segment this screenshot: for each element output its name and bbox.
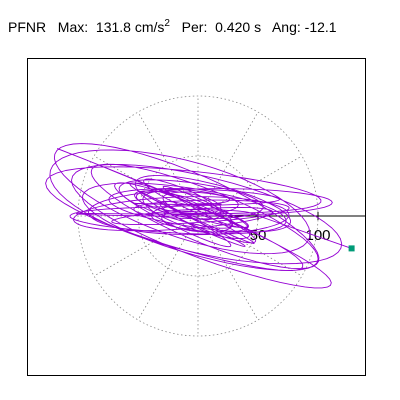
max-value: 131.8 bbox=[95, 18, 131, 35]
period-value: 0.420 bbox=[215, 18, 251, 35]
plot-header: PFNR Max: 131.8 cm/s2 Per: 0.420 s Ang: … bbox=[8, 18, 337, 35]
period-label: Per: bbox=[181, 18, 208, 35]
end-marker bbox=[348, 245, 355, 252]
particle-motion-trace bbox=[45, 143, 352, 289]
tick-label-100: 100 bbox=[305, 227, 330, 244]
grid-spoke-210 bbox=[93, 215, 199, 277]
angle-value: -12.1 bbox=[304, 18, 337, 35]
end-point-marker bbox=[348, 245, 355, 252]
orbit-trace bbox=[45, 143, 352, 289]
station-code: PFNR bbox=[8, 18, 47, 35]
max-unit: cm/s bbox=[134, 18, 165, 35]
max-unit-exponent: 2 bbox=[164, 18, 170, 29]
plot-frame bbox=[27, 58, 366, 376]
grid-spoke-240 bbox=[137, 215, 199, 321]
grid-spoke-120 bbox=[137, 111, 199, 217]
max-label: Max: bbox=[57, 18, 89, 35]
period-unit: s bbox=[254, 18, 262, 35]
angle-label: Ang: bbox=[271, 18, 301, 35]
